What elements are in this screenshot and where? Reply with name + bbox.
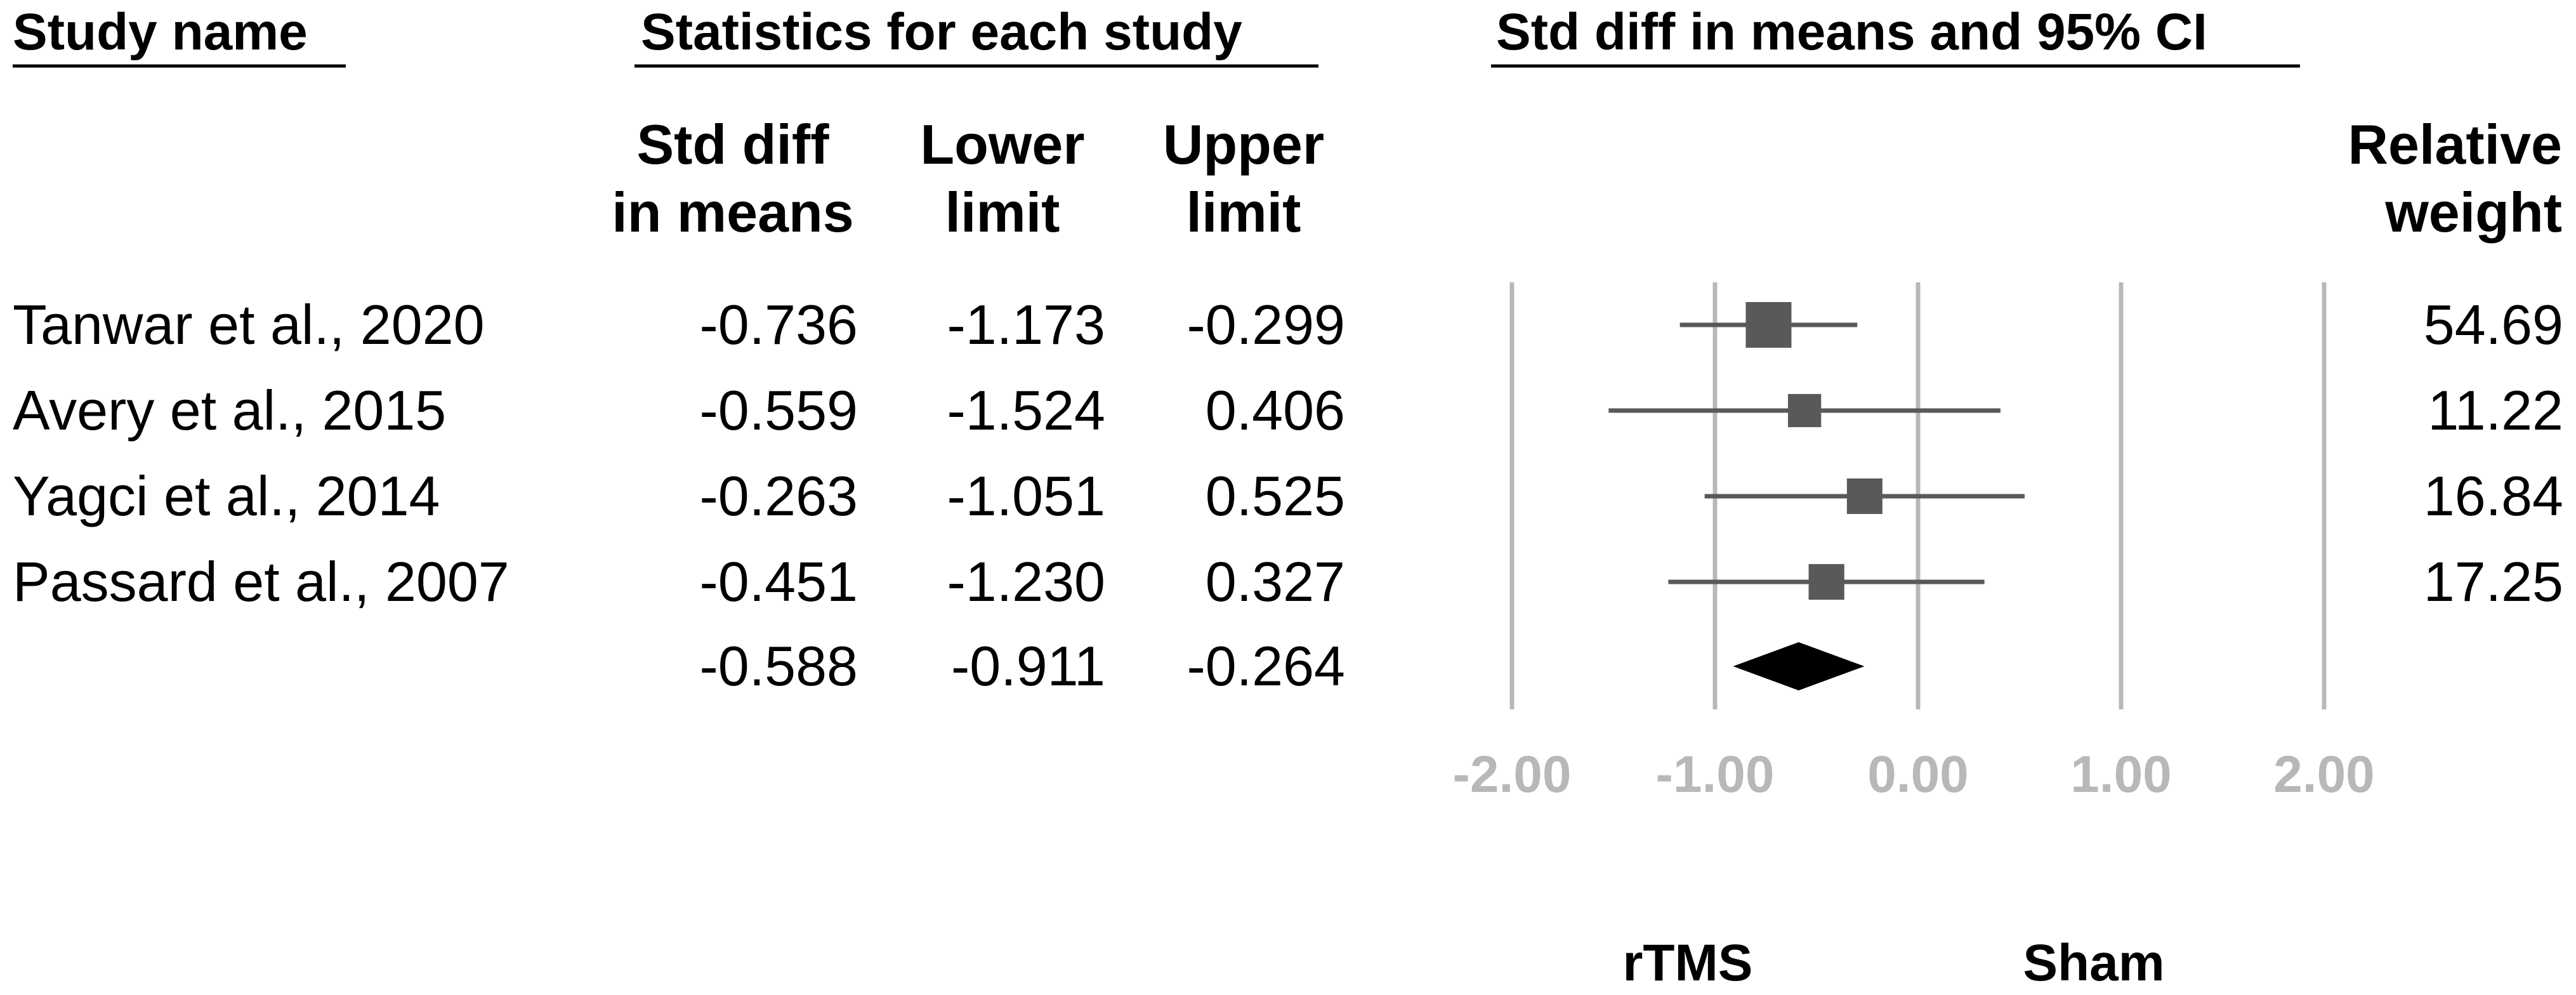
study-name: Passard et al., 2007 [13,550,509,613]
summary-std-diff-value: -0.588 [699,635,858,697]
std-diff-header-line2: in means [612,181,853,244]
study-name: Avery et al., 2015 [13,379,446,442]
favours-sham-label: Sham [2023,934,2164,992]
relative-weight-header-line2: weight [2384,181,2562,244]
upper-limit-value: 0.406 [1206,379,1345,442]
study-name: Yagci et al., 2014 [13,465,440,527]
plot-header: Std diff in means and 95% CI [1496,3,2207,61]
lower-limit-value: -1.173 [947,293,1105,356]
x-tick-label: -1.00 [1656,746,1775,803]
statistics-header: Statistics for each study [641,3,1242,61]
upper-limit-value: 0.327 [1206,550,1345,613]
summary-upper-limit-value: -0.264 [1186,635,1345,697]
favours-rtms-label: rTMS [1623,934,1753,992]
std-diff-header-line1: Std diff [636,113,829,176]
study-name: Tanwar et al., 2020 [13,293,485,356]
upper-limit-value: 0.525 [1206,465,1345,527]
confidence-intervals [1608,302,2025,690]
upper-limit-value: -0.299 [1186,293,1345,356]
upper-limit-header-line1: Upper [1163,113,1324,176]
std-diff-value: -0.559 [699,379,858,442]
x-tick-label: 1.00 [2070,746,2172,803]
x-tick-label: -2.00 [1453,746,1572,803]
std-diff-value: -0.736 [699,293,858,356]
study-marker [1745,302,1792,348]
relative-weight-value: 54.69 [2424,293,2563,356]
x-tick-label: 0.00 [1867,746,1969,803]
relative-weight-header-line1: Relative [2348,113,2562,176]
summary-diamond [1733,642,1865,690]
lower-limit-value: -1.051 [947,465,1105,527]
lower-limit-header-line1: Lower [920,113,1084,176]
x-tick-label: 2.00 [2273,746,2375,803]
std-diff-value: -0.451 [699,550,858,613]
lower-limit-value: -1.230 [947,550,1105,613]
relative-weight-value: 11.22 [2428,379,2563,442]
lower-limit-value: -1.524 [947,379,1105,442]
relative-weight-value: 16.84 [2424,465,2563,527]
study-name-header: Study name [13,3,308,61]
x-tick-labels: -2.00 -1.00 0.00 1.00 2.00 [1453,746,2375,803]
std-diff-value: -0.263 [699,465,858,527]
study-marker [1808,563,1844,600]
lower-limit-header-line2: limit [945,181,1060,244]
relative-weight-value: 17.25 [2424,550,2563,613]
summary-lower-limit-value: -0.911 [951,635,1105,697]
study-marker [1787,393,1822,428]
upper-limit-header-line2: limit [1186,181,1301,244]
study-marker [1846,478,1883,514]
study-rows: Tanwar et al., 2020 -0.736 -1.173 -0.299 54.… [13,293,2563,697]
